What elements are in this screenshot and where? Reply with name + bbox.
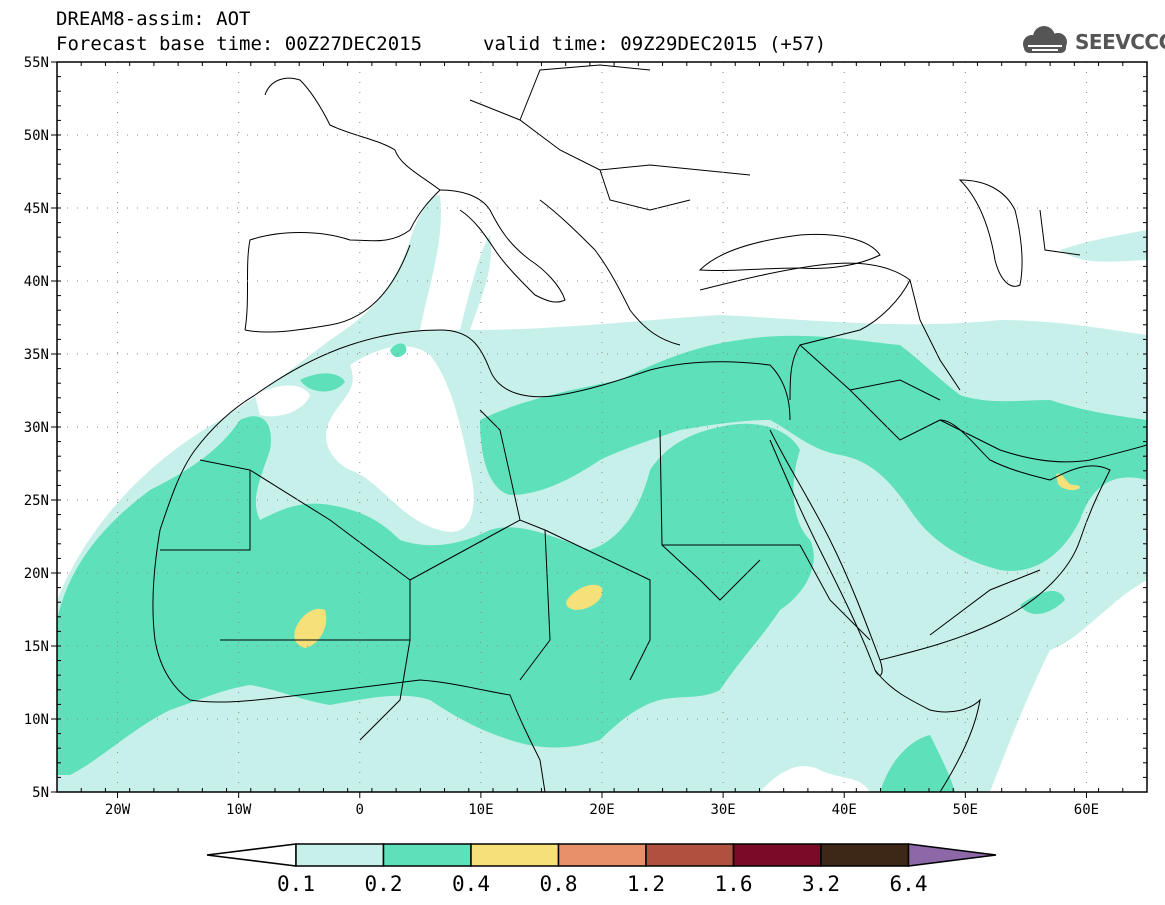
lat-tick-label: 40N (24, 274, 49, 290)
forecast-base-time: Forecast base time: 00Z27DEC2015 (56, 33, 423, 55)
logo-text: SEEVCCC (1075, 30, 1165, 54)
map-title: DREAM8-assim: AOT (56, 8, 251, 30)
lon-tick-label: 50E (953, 802, 978, 818)
lon-tick-label: 20E (589, 802, 614, 818)
colorbar-label: 6.4 (890, 872, 928, 896)
lon-tick-label: 0 (356, 802, 364, 818)
colorbar-bin (645, 843, 735, 867)
lat-tick-label: 30N (24, 420, 49, 436)
colorbar-label: 0.2 (365, 872, 403, 896)
colorbar-label: 1.6 (715, 872, 753, 896)
colorbar: 0.1 0.2 0.4 0.8 1.2 1.6 3.2 6.4 (206, 843, 997, 896)
cloud-logo-icon (1023, 26, 1067, 53)
valid-time: valid time: 09Z29DEC2015 (+57) (483, 33, 827, 55)
lat-tick-label: 45N (24, 201, 49, 217)
colorbar-bin (820, 843, 910, 867)
latitude-axis: 55N 50N 45N 40N 35N 30N 25N 20N 15N 10N 5N (24, 55, 1147, 801)
lon-tick-label: 40E (832, 802, 857, 818)
colorbar-low-arrow (206, 843, 297, 867)
lat-tick-label: 20N (24, 566, 49, 582)
lon-tick-label: 20W (105, 802, 131, 818)
lon-tick-label: 60E (1074, 802, 1099, 818)
colorbar-label: 1.2 (627, 872, 665, 896)
lat-tick-label: 50N (24, 128, 49, 144)
lon-tick-label: 10W (226, 802, 252, 818)
lat-tick-label: 55N (24, 55, 49, 71)
lon-tick-label: 10E (468, 802, 493, 818)
lat-tick-label: 10N (24, 712, 49, 728)
colorbar-bin (382, 843, 472, 867)
colorbar-label: 3.2 (802, 872, 840, 896)
colorbar-label: 0.8 (540, 872, 578, 896)
lat-tick-label: 25N (24, 493, 49, 509)
colorbar-high-arrow (907, 843, 997, 867)
lat-tick-label: 15N (24, 639, 49, 655)
colorbar-label: 0.4 (452, 872, 490, 896)
longitude-axis: 20W 10W 0 10E 20E 30E 40E 50E 60E (56, 62, 1148, 818)
colorbar-bin (470, 843, 560, 867)
lon-tick-label: 30E (710, 802, 735, 818)
aot-clear-areas (57, 346, 1147, 792)
colorbar-bin (732, 843, 822, 867)
colorbar-bin (557, 843, 647, 867)
aot-layer-0-2 (57, 335, 1147, 792)
coastlines-borders (152, 64, 1147, 792)
lat-tick-label: 5N (32, 785, 49, 801)
colorbar-bin (295, 843, 385, 867)
lat-tick-label: 35N (24, 347, 49, 363)
colorbar-label: 0.1 (277, 872, 315, 896)
aot-layer-0-4 (294, 473, 1080, 648)
